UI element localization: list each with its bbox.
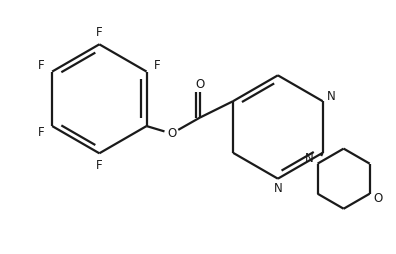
Text: O: O (167, 127, 176, 140)
Text: N: N (305, 152, 314, 165)
Text: O: O (195, 78, 204, 91)
Text: O: O (373, 192, 383, 205)
Text: F: F (38, 59, 45, 72)
Text: F: F (154, 59, 160, 72)
Text: F: F (96, 26, 103, 39)
Text: N: N (274, 182, 282, 195)
Text: N: N (326, 90, 335, 103)
Text: F: F (38, 126, 45, 139)
Text: F: F (96, 159, 103, 172)
